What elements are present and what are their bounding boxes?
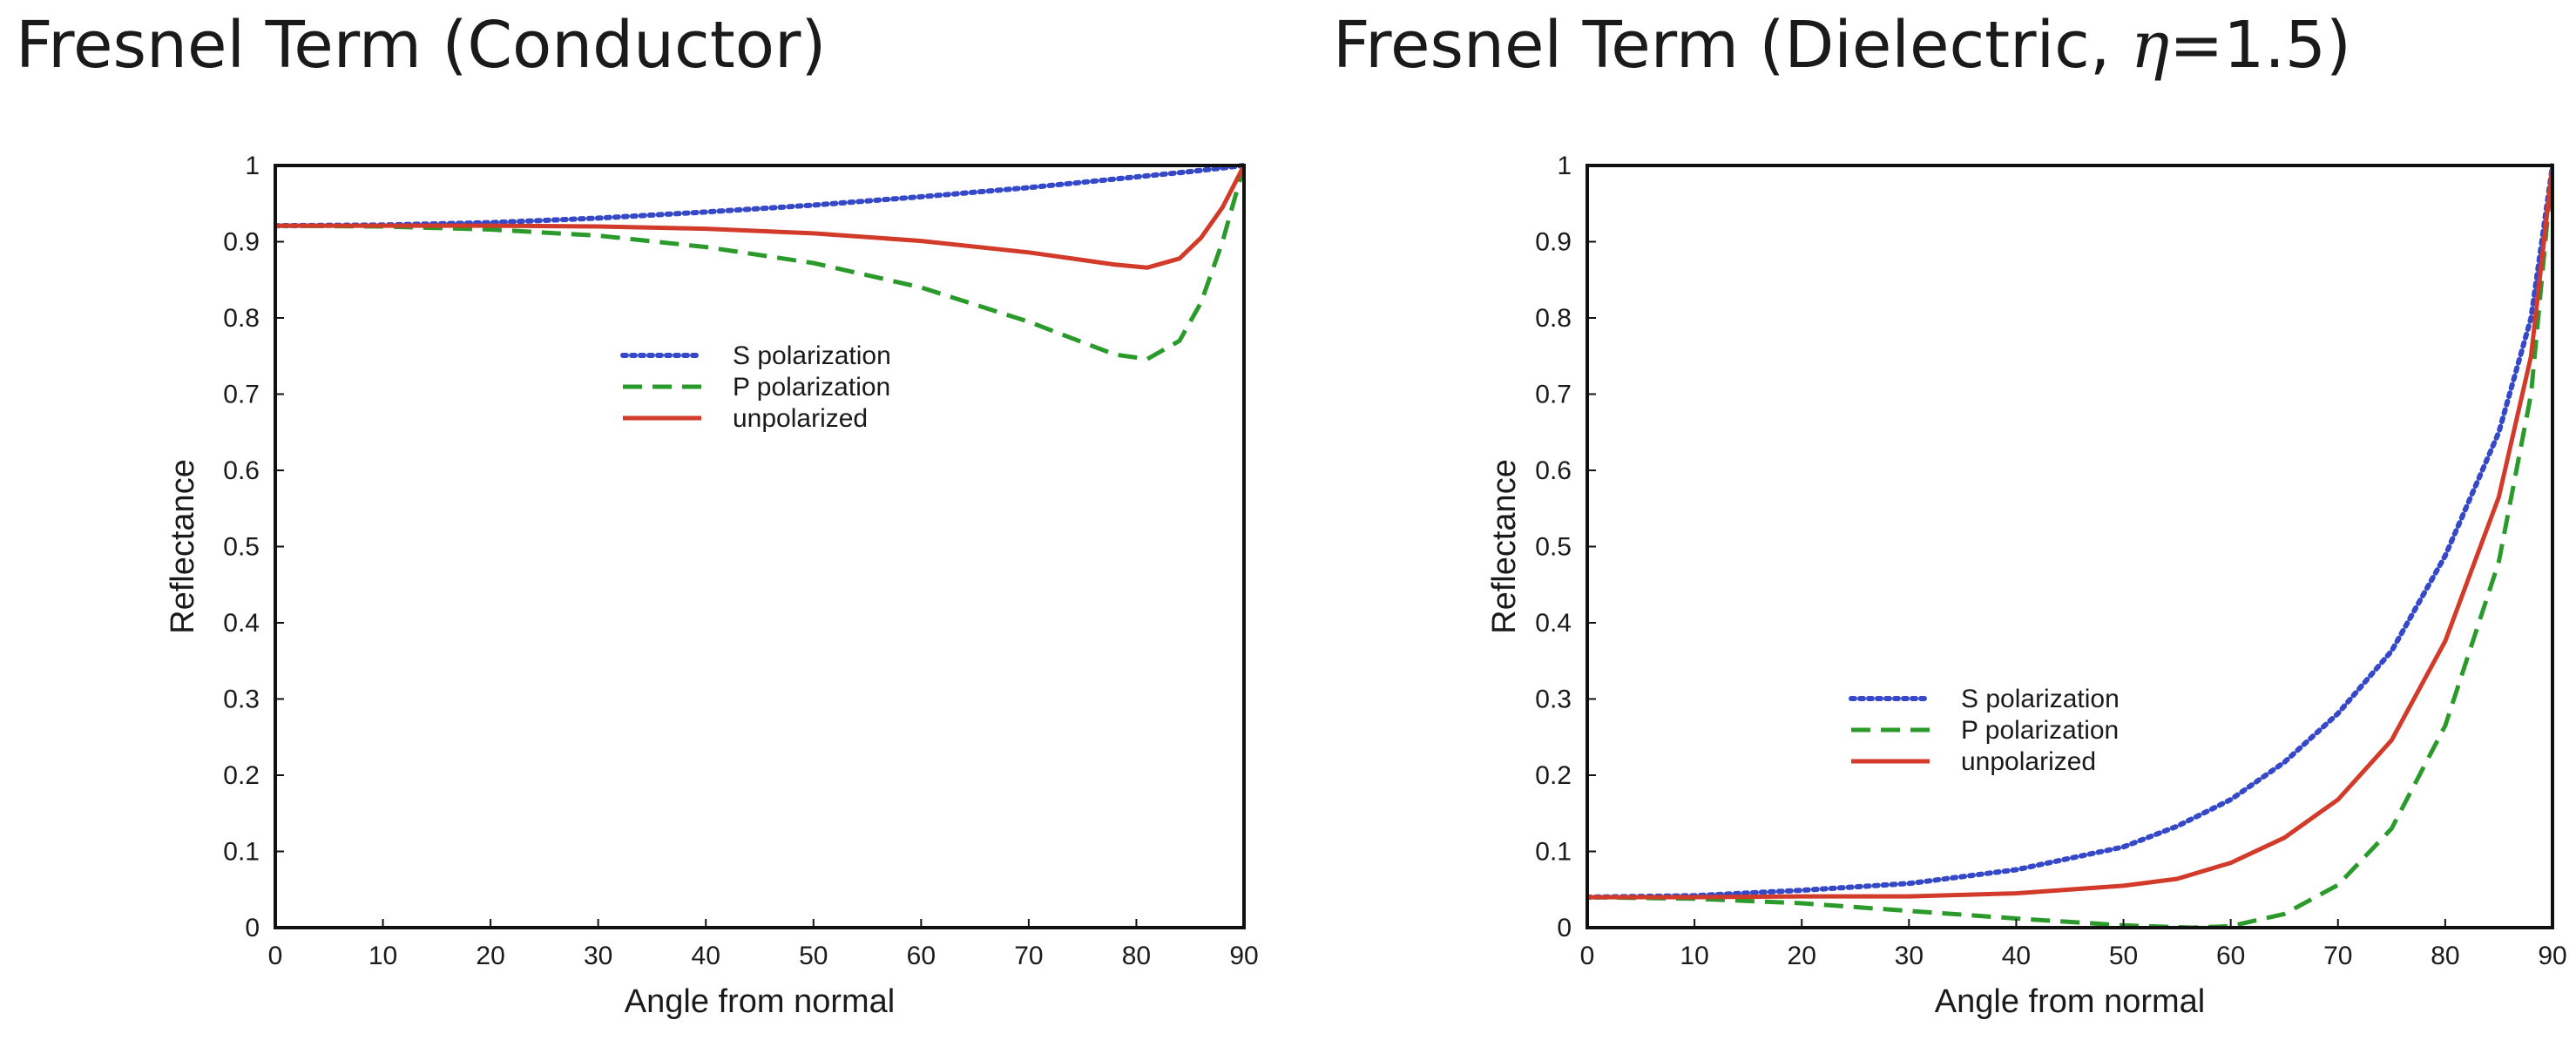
series-line-unpolarized bbox=[275, 164, 1244, 270]
plot-frame bbox=[1585, 164, 2554, 929]
y-axis-label: Reflectance bbox=[165, 459, 201, 634]
y-tick-label: 0.1 bbox=[1535, 838, 1572, 867]
y-tick-label: 0.8 bbox=[223, 304, 260, 333]
x-tick-label: 90 bbox=[1229, 942, 1258, 970]
y-tick-label: 0.5 bbox=[223, 533, 260, 562]
x-tick-label: 50 bbox=[799, 942, 828, 970]
plot-frame bbox=[274, 164, 1246, 929]
legend-label: P polarization bbox=[1961, 716, 2119, 745]
plot-area bbox=[275, 163, 1244, 361]
series-line-p-polarization bbox=[275, 165, 1244, 361]
y-tick-label: 0.1 bbox=[223, 838, 260, 867]
x-tick-label: 20 bbox=[476, 942, 504, 970]
x-axis-label: Angle from normal bbox=[625, 983, 895, 1020]
chart-dielectric: 0 10 20 30 40 50 60 70 80 90 0 0.1 0.2 0.3 0.4 0.5 0.6 0.… bbox=[1486, 152, 2567, 1020]
y-tick-label: 0.4 bbox=[223, 609, 260, 638]
x-tick-label: 80 bbox=[2431, 942, 2459, 970]
y-tick-label: 0 bbox=[245, 914, 260, 942]
legend-label: unpolarized bbox=[733, 404, 868, 433]
y-tick-label: 0.3 bbox=[1535, 685, 1572, 714]
legend-label: S polarization bbox=[733, 341, 891, 370]
x-tick-label: 10 bbox=[1680, 942, 1708, 970]
x-tick-label: 70 bbox=[2323, 942, 2352, 970]
y-axis-label: Reflectance bbox=[1486, 459, 1523, 634]
x-tick-label: 30 bbox=[1895, 942, 1924, 970]
legend-label: S polarization bbox=[1961, 685, 2120, 713]
y-tick-label: 0.7 bbox=[223, 381, 260, 409]
y-tick-label: 0.2 bbox=[223, 761, 260, 790]
series-line-unpolarized bbox=[1587, 165, 2552, 900]
series-line-p-polarization bbox=[1587, 165, 2552, 928]
x-tick-label: 80 bbox=[1122, 942, 1151, 970]
y-tick-label: 0.9 bbox=[223, 228, 260, 257]
series-line-s-polarization bbox=[275, 163, 1244, 229]
x-tick-label: 60 bbox=[907, 942, 936, 970]
y-tick-label: 1 bbox=[1557, 152, 1572, 180]
title-suffix: =1.5) bbox=[2169, 8, 2351, 83]
x-tick-label: 60 bbox=[2216, 942, 2245, 970]
x-tick-label: 40 bbox=[2002, 942, 2031, 970]
x-tick-label: 0 bbox=[268, 942, 283, 970]
x-tick-label: 50 bbox=[2109, 942, 2138, 970]
y-tick-label: 0.3 bbox=[223, 685, 260, 714]
legend-label: P polarization bbox=[733, 373, 890, 402]
x-tick-label: 20 bbox=[1788, 942, 1816, 970]
y-tick-label: 0.6 bbox=[1535, 456, 1572, 485]
x-tick-label: 0 bbox=[1580, 942, 1595, 970]
y-tick-label: 0.9 bbox=[1535, 228, 1572, 257]
title-prefix: Fresnel Term (Dielectric, bbox=[1333, 8, 2131, 83]
y-tick-label: 0 bbox=[1557, 914, 1572, 942]
chart-conductor: 0 10 20 30 40 50 60 70 80 90 0 0.1 0.2 0.3 0.4 0.5 0.6 0.… bbox=[165, 152, 1259, 1020]
y-tick-label: 0.8 bbox=[1535, 304, 1572, 333]
series-line-s-polarization bbox=[1587, 163, 2552, 900]
y-tick-label: 0.6 bbox=[223, 456, 260, 485]
x-tick-label: 40 bbox=[692, 942, 720, 970]
x-tick-label: 30 bbox=[584, 942, 612, 970]
eta-symbol: η bbox=[2130, 8, 2170, 83]
legend-label: unpolarized bbox=[1961, 747, 2096, 776]
y-tick-label: 0.4 bbox=[1535, 609, 1572, 638]
y-tick-label: 1 bbox=[245, 152, 260, 180]
x-tick-label: 70 bbox=[1014, 942, 1043, 970]
x-axis-label: Angle from normal bbox=[1935, 983, 2205, 1020]
y-tick-label: 0.2 bbox=[1535, 761, 1572, 790]
chart-title-conductor: Fresnel Term (Conductor) bbox=[16, 8, 827, 83]
chart-title-dielectric: Fresnel Term (Dielectric, η=1.5) bbox=[1333, 8, 2351, 83]
x-tick-label: 90 bbox=[2538, 942, 2566, 970]
y-tick-label: 0.7 bbox=[1535, 381, 1572, 409]
x-tick-label: 10 bbox=[368, 942, 397, 970]
plot-area bbox=[1587, 163, 2552, 928]
y-tick-label: 0.5 bbox=[1535, 533, 1572, 562]
